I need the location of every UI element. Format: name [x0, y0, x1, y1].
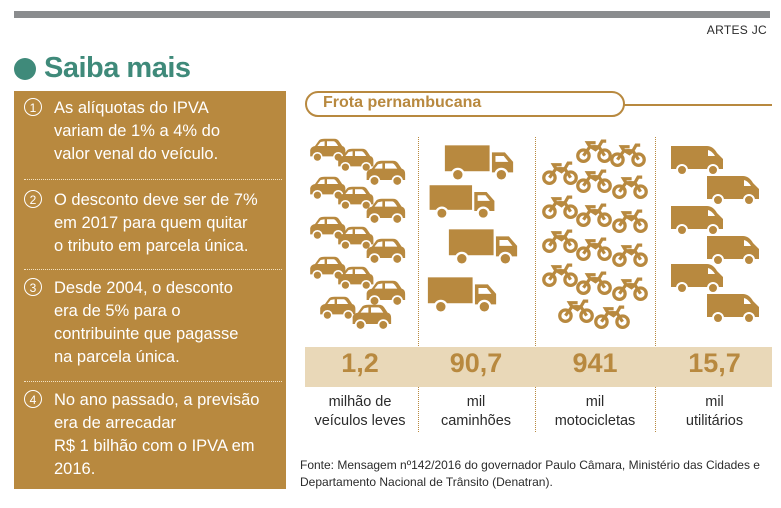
column-divider: [418, 137, 419, 432]
van-icon: [705, 174, 761, 207]
column-divider: [535, 137, 536, 432]
motorcycle-icon: [576, 237, 612, 261]
label-vans: mil utilitários: [657, 393, 772, 431]
source-note: Fonte: Mensagem nº142/2016 do governador…: [300, 458, 760, 489]
motorcycle-icon: [558, 299, 594, 323]
van-icon: [669, 262, 725, 295]
motorcycle-icon: [612, 175, 648, 199]
value-vans: 15,7: [688, 348, 741, 378]
divider: [24, 179, 282, 180]
label-trucks: mil caminhões: [420, 393, 532, 431]
top-rule: [14, 11, 770, 18]
car-icon: [365, 279, 407, 307]
label-cars: milhão de veículos leves: [305, 393, 415, 431]
section-heading: Saiba mais: [14, 52, 191, 85]
truck-icon: [428, 183, 496, 221]
value-motorcycles: 941: [572, 348, 618, 378]
value-trucks: 90,7: [449, 348, 503, 378]
page-title: Saiba mais: [44, 52, 191, 84]
motorcycle-icon: [612, 243, 648, 267]
unit-text: mil: [585, 394, 605, 410]
motorcycle-icon: [612, 277, 648, 301]
column-divider: [655, 137, 656, 432]
van-icon-group: [669, 144, 761, 325]
divider: [24, 381, 282, 382]
fleet-header-pill: [305, 91, 625, 117]
header-rule: [620, 104, 772, 106]
category-text: caminhões: [440, 413, 512, 429]
bullet-dot-icon: [14, 57, 36, 80]
number-badge: 2: [24, 190, 42, 208]
van-icon: [705, 234, 761, 267]
van-icon: [669, 144, 725, 177]
motorcycle-icon: [542, 229, 578, 253]
truck-icon: [426, 276, 498, 314]
truck-icon: [447, 227, 519, 267]
motorcycle-icon: [576, 169, 612, 193]
van-icon: [669, 204, 725, 237]
info-text: As alíquotas do IPVA variam de 1% a 4% d…: [54, 99, 221, 163]
category-text: veículos leves: [314, 413, 406, 429]
credit: ARTES JC: [706, 23, 767, 37]
car-icon: [319, 295, 357, 321]
motorcycle-icon-group: [542, 139, 648, 329]
motorcycle-icon: [612, 209, 648, 233]
motorcycle-icon: [594, 305, 630, 329]
value-band: [305, 347, 772, 387]
category-text: utilitários: [685, 413, 744, 429]
motorcycle-icon: [576, 203, 612, 227]
truck-icon: [443, 143, 515, 183]
number-badge: 3: [24, 278, 42, 296]
divider: [24, 269, 282, 270]
unit-text: mil: [466, 394, 486, 410]
car-icon: [351, 303, 393, 331]
category-text: motocicletas: [554, 413, 636, 429]
unit-text: mil: [705, 394, 724, 410]
motorcycle-icon: [576, 271, 612, 295]
value-cars: 1,2: [341, 348, 379, 378]
motorcycle-icon: [542, 195, 578, 219]
car-icon-group: [309, 137, 407, 331]
label-motorcycles: mil motocicletas: [537, 393, 653, 431]
info-text: No ano passado, a previsão era de arreca…: [54, 391, 260, 478]
van-icon: [705, 292, 761, 325]
number-badge: 1: [24, 98, 42, 116]
motorcycle-icon: [610, 143, 646, 167]
truck-icon-group: [426, 143, 519, 314]
info-text: O desconto deve ser de 7% em 2017 para q…: [54, 191, 258, 255]
info-box: 1 As alíquotas do IPVA variam de 1% a 4%…: [14, 91, 286, 489]
fleet-header: Frota pernambucana: [323, 94, 482, 111]
number-badge: 4: [24, 390, 42, 408]
info-text: Desde 2004, o desconto era de 5% para o …: [54, 279, 239, 366]
motorcycle-icon: [576, 139, 612, 163]
unit-text: milhão de: [328, 394, 392, 410]
motorcycle-icon: [542, 263, 578, 287]
motorcycle-icon: [542, 161, 578, 185]
